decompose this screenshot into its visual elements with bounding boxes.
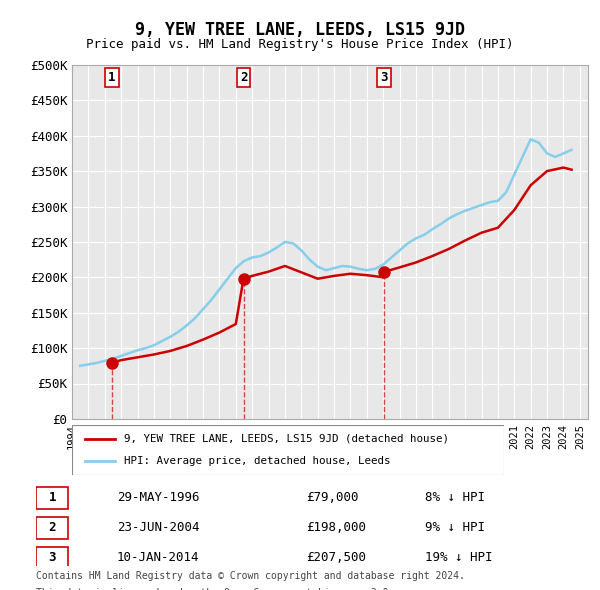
Text: 3: 3 <box>49 551 56 565</box>
Text: 2: 2 <box>240 71 247 84</box>
Text: 9, YEW TREE LANE, LEEDS, LS15 9JD: 9, YEW TREE LANE, LEEDS, LS15 9JD <box>135 21 465 39</box>
Text: 3: 3 <box>380 71 388 84</box>
Text: £207,500: £207,500 <box>306 551 366 565</box>
FancyBboxPatch shape <box>72 425 504 475</box>
Text: Price paid vs. HM Land Registry's House Price Index (HPI): Price paid vs. HM Land Registry's House … <box>86 38 514 51</box>
Text: 9, YEW TREE LANE, LEEDS, LS15 9JD (detached house): 9, YEW TREE LANE, LEEDS, LS15 9JD (detac… <box>124 434 449 444</box>
Text: 10-JAN-2014: 10-JAN-2014 <box>117 551 199 565</box>
FancyBboxPatch shape <box>36 547 68 569</box>
Text: Contains HM Land Registry data © Crown copyright and database right 2024.: Contains HM Land Registry data © Crown c… <box>36 571 465 581</box>
Text: £79,000: £79,000 <box>306 491 359 504</box>
Text: 19% ↓ HPI: 19% ↓ HPI <box>425 551 493 565</box>
Text: 8% ↓ HPI: 8% ↓ HPI <box>425 491 485 504</box>
Text: 1: 1 <box>49 491 56 504</box>
Text: 23-JUN-2004: 23-JUN-2004 <box>117 522 199 535</box>
Text: 2: 2 <box>49 522 56 535</box>
Text: 1: 1 <box>108 71 115 84</box>
Text: 29-MAY-1996: 29-MAY-1996 <box>117 491 199 504</box>
FancyBboxPatch shape <box>36 517 68 539</box>
Text: HPI: Average price, detached house, Leeds: HPI: Average price, detached house, Leed… <box>124 456 391 466</box>
Text: £198,000: £198,000 <box>306 522 366 535</box>
Text: 9% ↓ HPI: 9% ↓ HPI <box>425 522 485 535</box>
FancyBboxPatch shape <box>36 487 68 509</box>
Text: This data is licensed under the Open Government Licence v3.0.: This data is licensed under the Open Gov… <box>36 588 394 590</box>
